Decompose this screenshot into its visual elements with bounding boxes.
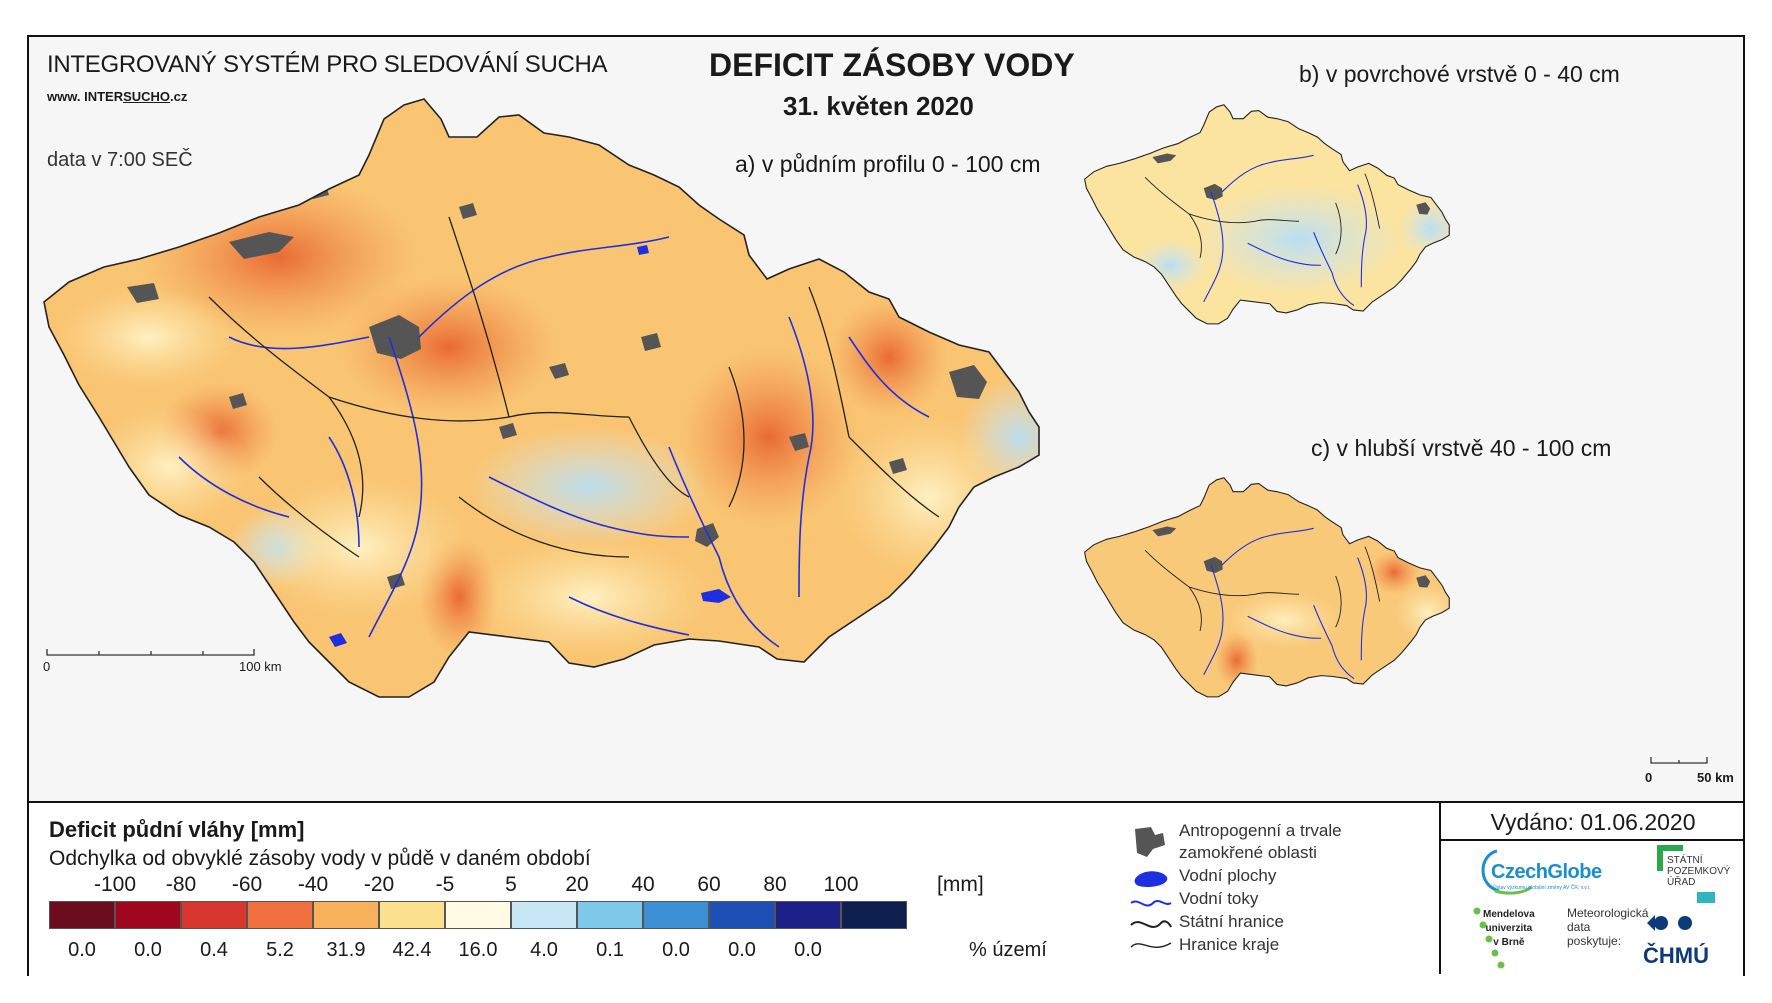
- legend-swatch: [115, 901, 181, 929]
- chmu-logo-icon: [1647, 915, 1692, 931]
- legend-tick: 20: [565, 873, 589, 896]
- legend-swatch: [247, 901, 313, 929]
- legend-percent: 0.0: [134, 939, 162, 961]
- map-a-scale-bar: [46, 649, 255, 656]
- legend-percent: 0.1: [596, 939, 624, 961]
- legend-tick: 60: [697, 873, 721, 896]
- legend-tick: -20: [363, 873, 395, 896]
- map-a-label: a) v půdním profilu 0 - 100 cm: [735, 151, 1041, 177]
- spu-logo: [1657, 845, 1683, 871]
- legend-title: Deficit půdní vláhy [mm]: [49, 817, 305, 842]
- data-time: data v 7:00 SEČ: [47, 149, 193, 171]
- czechglobe-subtitle: Ústav výzkumu globální změny AV ČR, v.v.…: [1493, 885, 1591, 891]
- symbol-icons: [1130, 827, 1172, 948]
- legend-tick: -60: [231, 873, 263, 896]
- mendel-name: Mendelova univerzita v Brně: [1483, 909, 1535, 948]
- water-body-icon: [1134, 871, 1168, 887]
- legend-swatch: [709, 901, 775, 929]
- legend-tick: 5: [505, 873, 517, 896]
- czechglobe-name: CzechGlobe: [1491, 861, 1602, 883]
- region-border-icon: [1130, 942, 1172, 948]
- issued-box: Vydáno: 01.06.2020 CzechGlobe Ústav výzk…: [1439, 803, 1745, 974]
- issued-date: Vydáno: 01.06.2020: [1441, 803, 1745, 841]
- mendel-logo: [1473, 907, 1505, 969]
- scale-c-start: 0: [1645, 770, 1653, 785]
- legend-swatch: [181, 901, 247, 929]
- legend-percent: 0.0: [68, 939, 96, 961]
- map-panel: INTEGROVANÝ SYSTÉM PRO SLEDOVÁNÍ SUCHA w…: [29, 37, 1743, 801]
- scale-a-end: 100 km: [239, 659, 282, 674]
- legend-swatch: [313, 901, 379, 929]
- map-b-surface-layer: [1084, 104, 1450, 325]
- urban-area-icon: [1135, 827, 1165, 857]
- chmu-name: ČHMÚ: [1643, 943, 1709, 968]
- legend-tick: -5: [435, 873, 455, 896]
- legend-percent: 0.0: [662, 939, 690, 961]
- map-c-deep-layer: [1084, 477, 1450, 698]
- symbol-river-label: Vodní toky: [1179, 889, 1259, 908]
- legend-percent: 16.0: [458, 939, 498, 961]
- legend-panel: Deficit půdní vláhy [mm] Odchylka od obv…: [29, 801, 1745, 976]
- legend-percent: 4.0: [530, 939, 558, 961]
- map-frame: INTEGROVANÝ SYSTÉM PRO SLEDOVÁNÍ SUCHA w…: [27, 35, 1745, 976]
- page-title: DEFICIT ZÁSOBY VODY: [709, 47, 1075, 83]
- legend-tick: 80: [763, 873, 787, 896]
- legend-tick: 100: [823, 873, 859, 896]
- legend-swatch: [841, 901, 907, 929]
- legend-percent: 42.4: [392, 939, 432, 961]
- legend-swatch: [577, 901, 643, 929]
- map-c-label: c) v hlubší vrstvě 40 - 100 cm: [1311, 435, 1612, 461]
- legend-swatch: [775, 901, 841, 929]
- scale-c-end: 50 km: [1697, 770, 1734, 785]
- map-date: 31. květen 2020: [783, 91, 974, 121]
- legend-swatch: [643, 901, 709, 929]
- map-c-scale-bar: [1650, 757, 1708, 764]
- legend-percent: 5.2: [266, 939, 294, 961]
- symbol-urban-label: Antropogenní a trvale zamokřené oblasti: [1179, 821, 1342, 862]
- legend-tick: -40: [297, 873, 329, 896]
- legend-unit: [mm]: [937, 873, 984, 896]
- symbol-state-border-label: Státní hranice: [1179, 912, 1284, 931]
- scale-a-start: 0: [43, 659, 51, 674]
- symbol-water-label: Vodní plochy: [1179, 866, 1277, 885]
- legend-percent: 0.0: [728, 939, 756, 961]
- czechglobe-logo: [1481, 849, 1533, 895]
- legend-subtitle: Odchylka od obvyklé zásoby vody v půdě v…: [49, 847, 591, 870]
- river-icon: [1130, 900, 1172, 907]
- symbol-region-border-label: Hranice kraje: [1179, 935, 1280, 954]
- spu-name: STÁTNÍ POZEMKOVÝ ÚŘAD: [1667, 855, 1731, 888]
- legend-swatch: [445, 901, 511, 929]
- website-url: www. INTERSUCHO.cz: [47, 89, 188, 104]
- map-a-soil-profile: [43, 98, 1040, 698]
- system-name: INTEGROVANÝ SYSTÉM PRO SLEDOVÁNÍ SUCHA: [47, 51, 608, 78]
- meteo-data-text: Meteorologická data poskytuje:: [1567, 906, 1649, 948]
- legend-percent: 0.0: [794, 939, 822, 961]
- legend-percent: 0.4: [200, 939, 228, 961]
- legend-percent-unit: % území: [969, 939, 1047, 961]
- legend-percent: 31.9: [326, 939, 366, 961]
- legend-tick: -100: [93, 873, 137, 896]
- legend-swatch: [379, 901, 445, 929]
- state-border-icon: [1130, 920, 1172, 928]
- map-b-label: b) v povrchové vrstvě 0 - 40 cm: [1299, 61, 1620, 87]
- chmu-accent-icon: [1697, 892, 1715, 903]
- legend-tick: 40: [631, 873, 655, 896]
- legend-swatch: [511, 901, 577, 929]
- legend-swatch: [49, 901, 115, 929]
- legend-tick: -80: [165, 873, 197, 896]
